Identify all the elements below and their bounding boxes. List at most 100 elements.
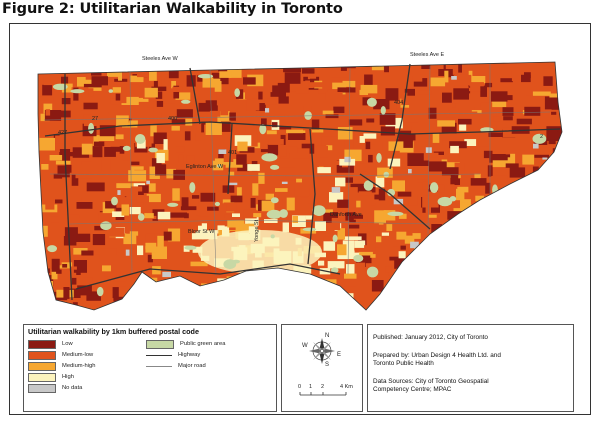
- walkability-area: [333, 106, 345, 113]
- green-area: [515, 195, 524, 206]
- legend-item-low: Low: [28, 339, 73, 349]
- walkability-area: [290, 307, 296, 310]
- walkability-area: [77, 285, 92, 296]
- walkability-area: [543, 65, 557, 69]
- walkability-area: [409, 275, 424, 286]
- walkability-area: [478, 143, 490, 147]
- walkability-area: [371, 280, 384, 292]
- green-area: [380, 106, 386, 115]
- walkability-area: [130, 186, 143, 192]
- walkability-area: [311, 119, 320, 130]
- walkability-area: [246, 98, 260, 111]
- walkability-area: [437, 120, 455, 127]
- walkability-area: [503, 262, 509, 274]
- walkability-area: [359, 89, 368, 95]
- walkability-area: [155, 164, 167, 176]
- walkability-area: [118, 71, 122, 81]
- walkability-area: [45, 198, 55, 210]
- walkability-area: [397, 191, 412, 197]
- walkability-area: [114, 275, 127, 282]
- walkability-area: [267, 279, 286, 284]
- prepared-text: Toronto Public Health: [373, 360, 434, 367]
- walkability-area: [185, 118, 193, 126]
- walkability-area: [428, 161, 447, 172]
- map-frame: Steeles Ave W Steeles Ave E Eglinton Ave…: [9, 23, 591, 415]
- walkability-area: [253, 213, 262, 218]
- walkability-area: [523, 178, 533, 184]
- walkability-area: [413, 78, 428, 87]
- walkability-area: [551, 97, 560, 110]
- walkability-area: [350, 301, 364, 310]
- walkability-area: [163, 139, 168, 150]
- road-label: 27: [92, 116, 99, 122]
- walkability-area: [555, 267, 562, 277]
- walkability-area: [214, 278, 232, 283]
- walkability-area: [343, 250, 355, 259]
- walkability-area: [412, 233, 421, 239]
- green-area: [273, 281, 289, 291]
- walkability-area: [337, 127, 353, 140]
- legend-swatch: [28, 361, 56, 371]
- walkability-area: [55, 160, 71, 165]
- green-area: [396, 277, 402, 280]
- walkability-area: [86, 291, 101, 301]
- legend-label: High: [62, 374, 74, 380]
- walkability-area: [149, 183, 156, 192]
- walkability-area: [55, 199, 63, 204]
- walkability-area: [342, 80, 356, 90]
- road-label: 2: [540, 134, 544, 140]
- walkability-area: [456, 295, 462, 299]
- walkability-area: [153, 306, 161, 310]
- compass-east: E: [337, 352, 342, 358]
- walkability-area: [543, 76, 553, 86]
- walkability-area: [311, 129, 324, 133]
- walkability-area: [564, 216, 581, 221]
- walkability-area: [544, 216, 554, 225]
- walkability-area: [442, 162, 460, 170]
- walkability-area: [168, 70, 179, 79]
- walkability-area: [149, 166, 160, 179]
- walkability-area: [522, 256, 529, 260]
- walkability-area: [237, 163, 250, 172]
- walkability-area: [40, 311, 54, 318]
- walkability-area: [226, 296, 233, 306]
- walkability-area: [203, 105, 218, 111]
- green-area: [383, 171, 390, 178]
- walkability-area: [105, 201, 117, 209]
- legend-label: No data: [62, 385, 83, 391]
- walkability-area: [83, 254, 100, 260]
- walkability-area: [104, 147, 116, 157]
- no-data-area: [542, 157, 548, 160]
- walkability-area: [185, 230, 198, 239]
- walkability-area: [108, 66, 120, 72]
- walkability-area: [207, 275, 218, 287]
- walkability-area: [53, 96, 60, 104]
- walkability-area: [124, 214, 142, 222]
- walkability-area: [551, 233, 559, 245]
- walkability-area: [291, 118, 309, 131]
- walkability-area: [186, 155, 195, 164]
- walkability-area: [115, 93, 121, 101]
- walkability-area: [507, 290, 523, 303]
- walkability-area: [464, 139, 477, 146]
- walkability-area: [374, 247, 381, 255]
- walkability-area: [344, 305, 359, 310]
- road-label: Steeles Ave W: [142, 56, 178, 62]
- walkability-area: [509, 202, 515, 212]
- walkability-area: [275, 188, 288, 192]
- walkability-area: [562, 293, 571, 299]
- walkability-area: [325, 114, 339, 119]
- walkability-area: [418, 90, 432, 95]
- walkability-area: [265, 193, 274, 204]
- walkability-area: [339, 158, 356, 166]
- walkability-area: [213, 287, 221, 297]
- walkability-area: [140, 295, 147, 299]
- walkability-area: [535, 221, 545, 233]
- green-area: [167, 202, 179, 207]
- green-area: [426, 260, 430, 264]
- walkability-area: [260, 149, 271, 153]
- legend-item-medium-low: Medium-low: [28, 350, 93, 360]
- major-road: [427, 65, 431, 235]
- walkability-area: [302, 68, 315, 74]
- walkability-area: [107, 65, 120, 77]
